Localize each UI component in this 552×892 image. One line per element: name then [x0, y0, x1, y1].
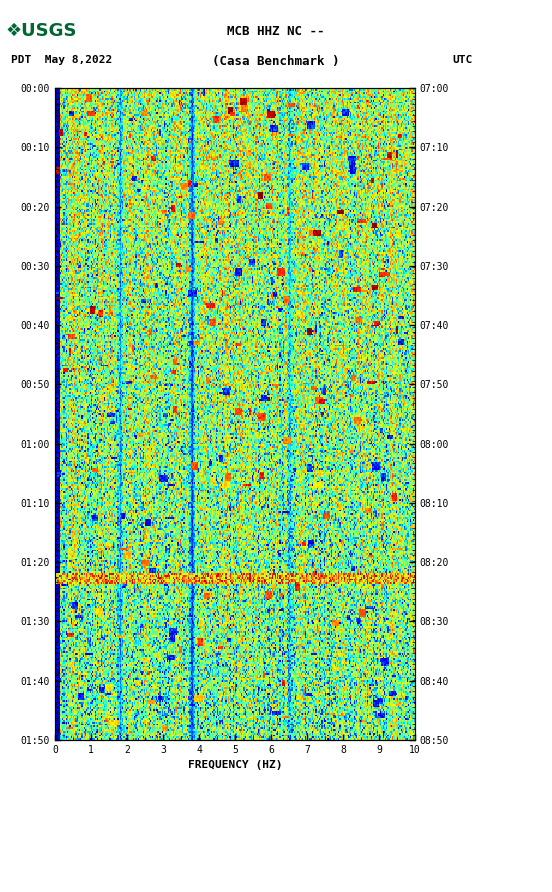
Text: MCB HHZ NC --: MCB HHZ NC -- — [227, 25, 325, 38]
Text: (Casa Benchmark ): (Casa Benchmark ) — [213, 55, 339, 68]
Text: UTC: UTC — [453, 55, 473, 65]
Text: ❖USGS: ❖USGS — [6, 22, 77, 40]
Text: PDT  May 8,2022: PDT May 8,2022 — [11, 55, 112, 65]
X-axis label: FREQUENCY (HZ): FREQUENCY (HZ) — [188, 760, 282, 771]
